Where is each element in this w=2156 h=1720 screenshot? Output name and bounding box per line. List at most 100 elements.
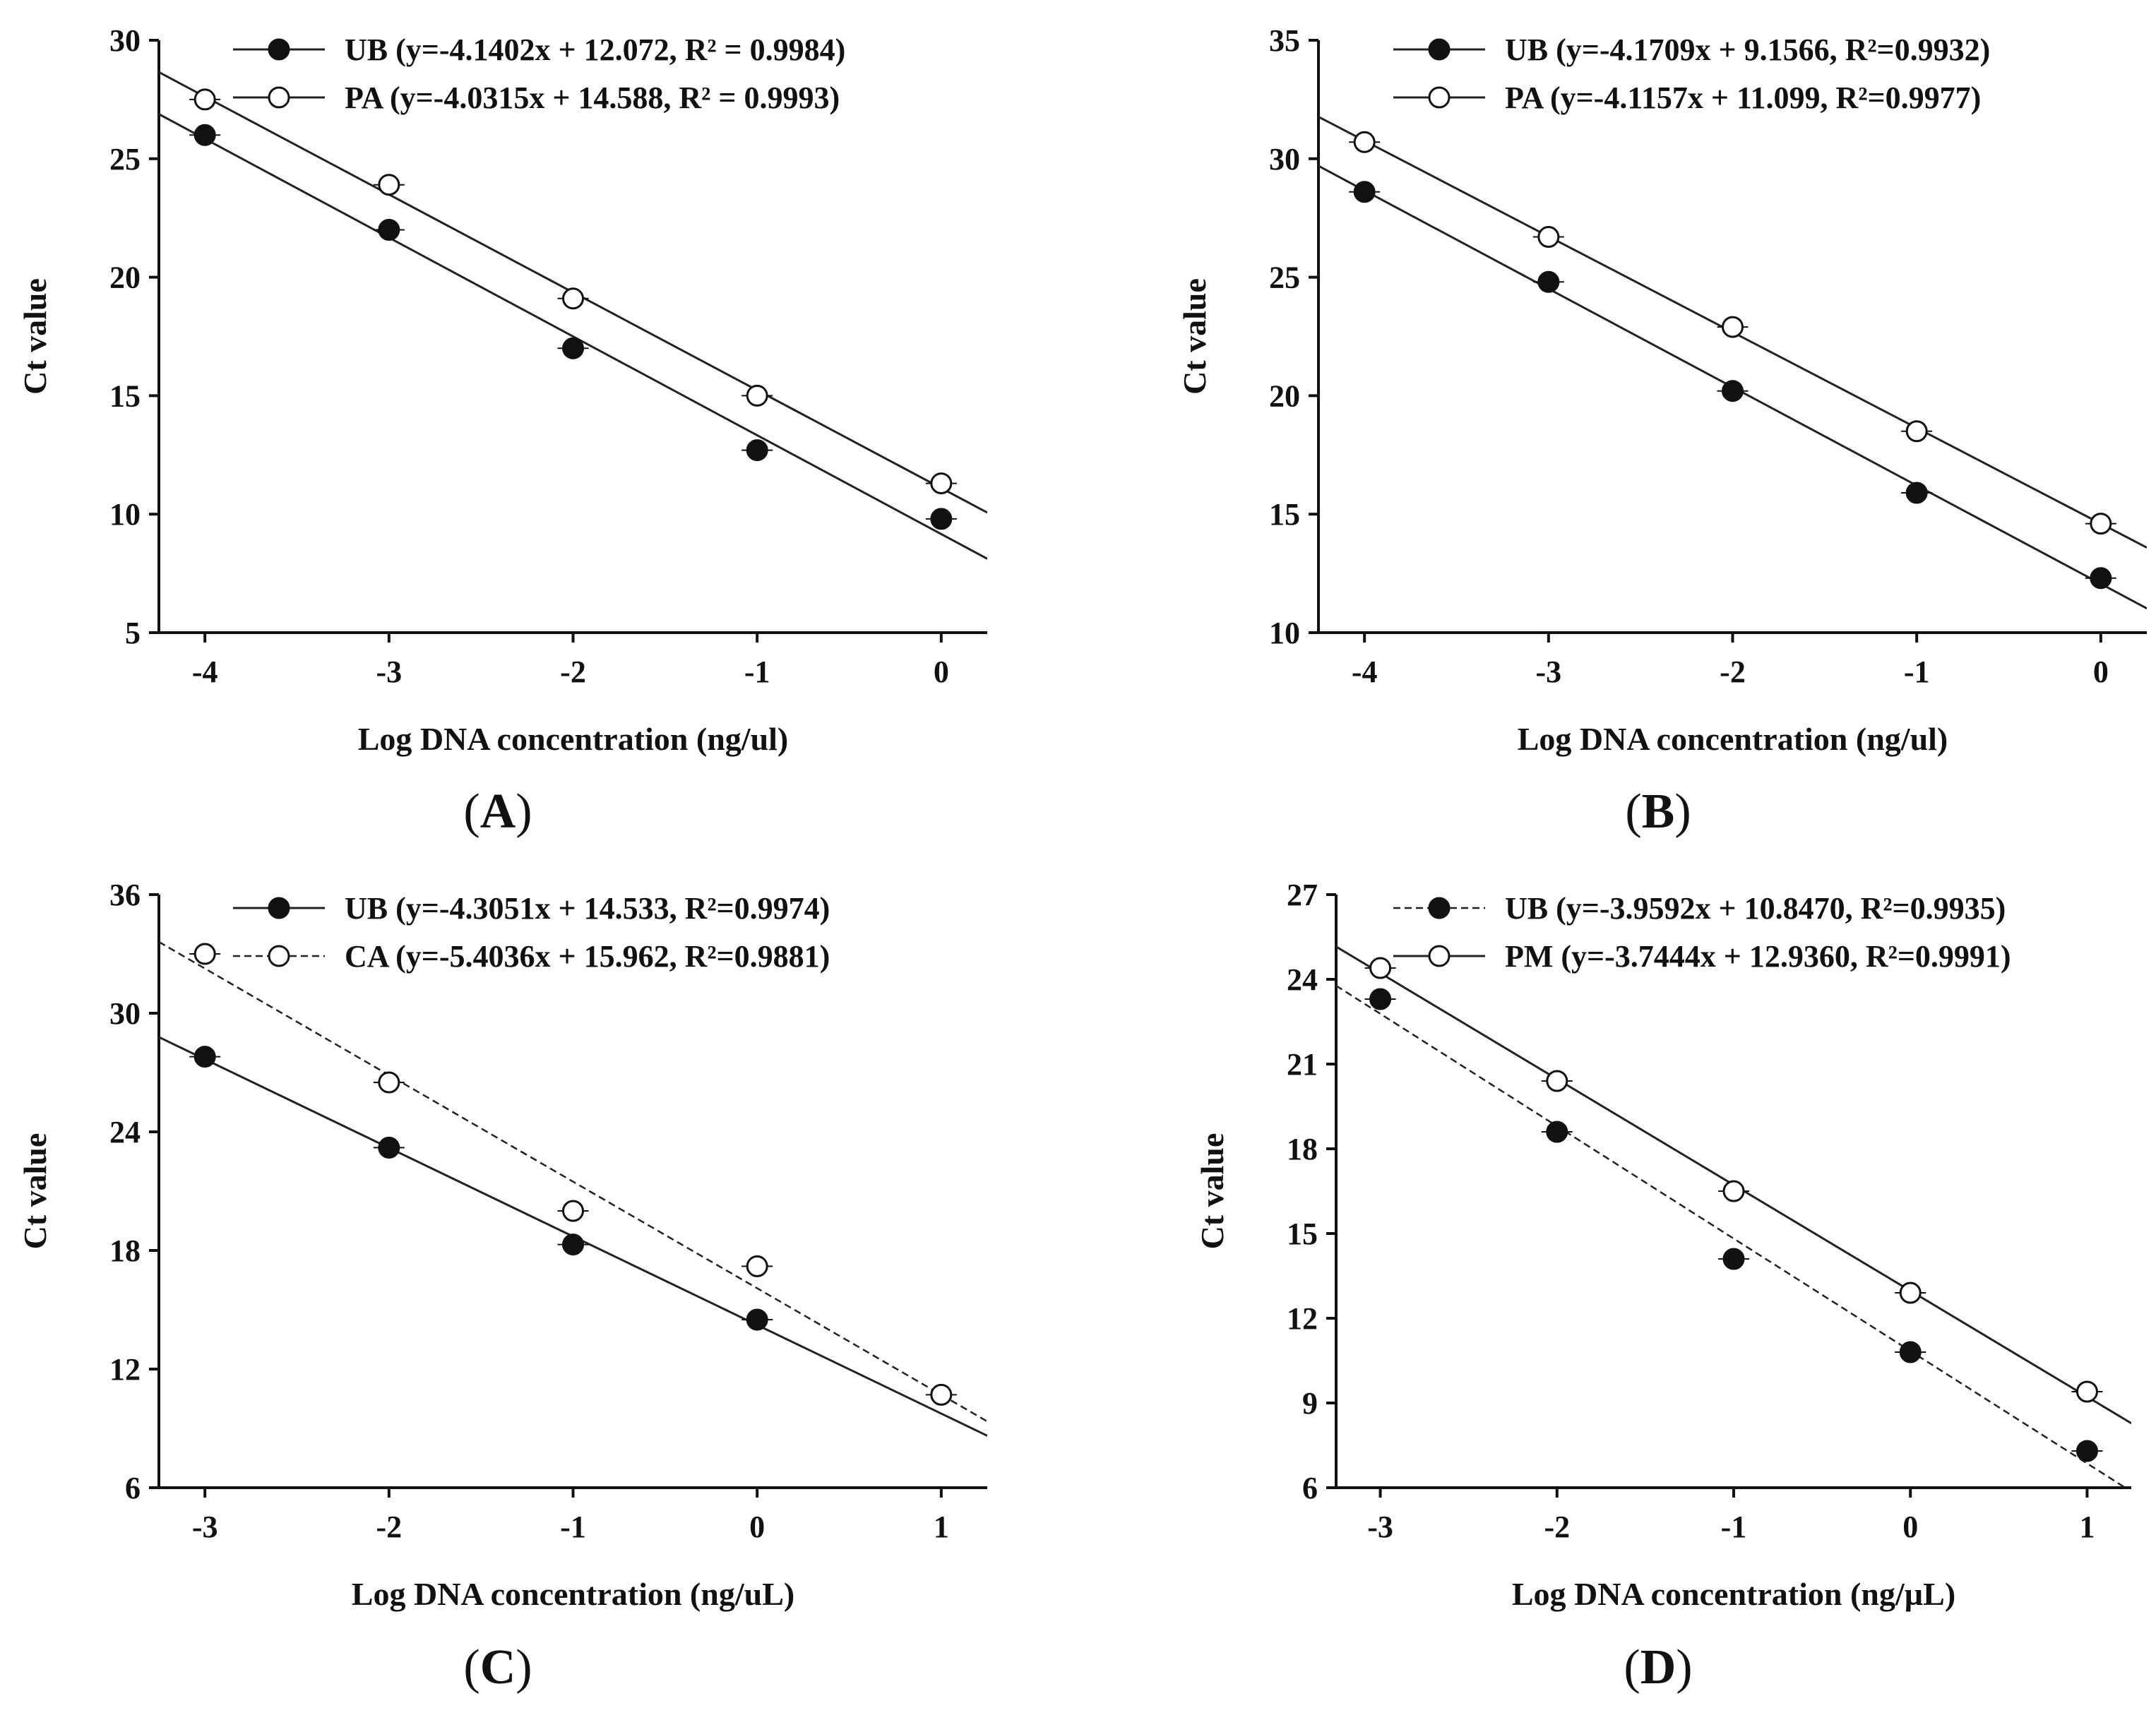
legend-marker-ub: [268, 897, 290, 919]
y-axis-title: Ct value: [17, 1133, 53, 1250]
y-tick-label: 15: [1269, 497, 1300, 532]
y-tick-label: 30: [1269, 142, 1300, 177]
panel-b: 10 15 20 25 30 35 -4 -3 -2 -1 0 Log DNA concentrati…: [1177, 23, 2147, 839]
y-tick-label: 9: [1302, 1386, 1318, 1421]
data-point-pa: [1722, 316, 1744, 338]
data-point-pa: [378, 174, 400, 196]
y-tick-label: 18: [1287, 1132, 1318, 1166]
data-point-pa: [562, 287, 584, 310]
panel-label-close-paren: ): [516, 1640, 532, 1695]
data-point-ub: [1546, 1121, 1568, 1143]
y-tick-label: 24: [1287, 962, 1318, 997]
panel-label-letter: D: [1640, 1640, 1676, 1695]
legend-entry-pm: PM (y=-3.7444x + 12.9360, R²=0.9991): [1505, 939, 2011, 974]
x-axis-title: Log DNA concentration (ng/uL): [352, 1576, 794, 1612]
y-axis-title: Ct value: [1194, 1133, 1230, 1250]
data-point-ca: [562, 1200, 584, 1222]
panel-label-close-paren: ): [516, 784, 532, 839]
legend-marker-pm: [1428, 945, 1451, 967]
x-tick-label: -3: [1536, 655, 1562, 689]
y-tick-label: 27: [1287, 878, 1318, 912]
y-tick-label: 35: [1269, 23, 1300, 58]
data-point-ub: [562, 1234, 584, 1256]
panel-label: (A): [463, 784, 532, 839]
legend-entry-ub: UB (y=-3.9592x + 10.8470, R²=0.9935): [1505, 891, 2006, 926]
data-point-ca: [193, 943, 216, 965]
x-tick-label: -2: [560, 655, 586, 689]
data-point-pa: [2090, 513, 2112, 535]
legend-marker-ub: [1428, 38, 1451, 61]
y-tick-label: 20: [109, 261, 141, 295]
y-tick-label: 20: [1269, 378, 1300, 413]
x-tick-label: -1: [744, 655, 770, 689]
x-tick-label: -2: [1544, 1510, 1570, 1544]
y-tick-label: 6: [1302, 1471, 1318, 1505]
data-point-ub: [2075, 1440, 2098, 1462]
y-tick-label: 21: [1287, 1047, 1318, 1082]
data-point-pa: [1905, 420, 1928, 443]
legend-marker-pa: [1428, 86, 1451, 109]
panel-label: (C): [463, 1640, 532, 1695]
data-point-pa: [1537, 226, 1560, 249]
data-point-pm: [1546, 1070, 1568, 1092]
panel-label: (D): [1624, 1640, 1692, 1695]
y-tick-label: 15: [109, 378, 141, 413]
y-tick-label: 5: [125, 616, 141, 650]
panel-label-close-paren: ): [1674, 784, 1691, 839]
y-tick-label: 25: [109, 142, 141, 177]
y-axis-title: Ct value: [17, 278, 53, 395]
data-point-pa: [746, 384, 768, 407]
data-point-pm: [1369, 957, 1392, 979]
x-tick-label: -3: [376, 655, 403, 689]
data-point-ub: [746, 1308, 768, 1331]
fit-line-ub: [1336, 984, 2127, 1488]
data-point-pm: [2075, 1380, 2098, 1403]
data-point-ub: [1722, 380, 1744, 402]
panel-a: 5 10 15 20 25 30 -4 -3 -2 -1 0 Log DNA concentratio…: [17, 23, 987, 839]
y-tick-label: 24: [109, 1115, 141, 1149]
panel-c: 6 12 18 24 30 36 -3 -2 -1 0 1 Log DNA concentration…: [17, 878, 987, 1695]
y-tick-label: 12: [1287, 1301, 1318, 1336]
panel-label-letter: A: [480, 784, 516, 839]
data-point-ub: [930, 508, 953, 530]
data-point-ub: [378, 1136, 400, 1159]
data-point-ub: [1537, 270, 1560, 293]
x-tick-label: -4: [192, 655, 218, 689]
x-tick-label: -3: [1367, 1510, 1393, 1544]
x-tick-label: -2: [1720, 655, 1746, 689]
data-point-ub: [378, 218, 400, 241]
legend-entry-ub: UB (y=-4.3051x + 14.533, R²=0.9974): [345, 891, 830, 926]
x-tick-label: -1: [560, 1510, 586, 1544]
x-tick-label: 0: [749, 1510, 765, 1544]
panel-label-open-paren: (: [463, 1640, 480, 1695]
panel-d: 6 9 12 15 18 21 24 27 -3 -2 -1 0 1 Log DNA concentrat…: [1194, 878, 2131, 1695]
x-axis-title: Log DNA concentration (ng/ul): [358, 721, 789, 757]
fit-line-ca: [159, 940, 987, 1423]
x-tick-label: 0: [934, 655, 949, 689]
x-tick-label: -2: [376, 1510, 403, 1544]
fit-line-ub: [159, 113, 987, 560]
panel-label: (B): [1625, 784, 1691, 839]
legend-marker-ub: [1428, 897, 1451, 919]
panel-label-close-paren: ): [1676, 1640, 1692, 1695]
data-point-ub: [193, 1046, 216, 1068]
x-tick-label: -3: [192, 1510, 218, 1544]
data-point-pm: [1899, 1282, 1922, 1304]
data-point-pa: [1353, 131, 1376, 153]
y-tick-label: 12: [109, 1352, 141, 1387]
data-point-ub: [562, 337, 584, 359]
legend-marker-pa: [268, 86, 290, 109]
panel-label-open-paren: (: [1624, 1640, 1640, 1695]
data-point-ca: [746, 1255, 768, 1277]
y-tick-label: 15: [1287, 1217, 1318, 1251]
panel-label-open-paren: (: [1625, 784, 1641, 839]
y-tick-label: 30: [109, 996, 141, 1031]
data-point-ub: [746, 439, 768, 462]
data-point-ub: [1722, 1248, 1745, 1270]
legend-entry-ca: CA (y=-5.4036x + 15.962, R²=0.9881): [345, 939, 830, 974]
legend-entry-ub: UB (y=-4.1709x + 9.1566, R²=0.9932): [1505, 32, 1990, 67]
x-axis-title: Log DNA concentration (ng/µL): [1512, 1576, 1955, 1612]
x-tick-label: 1: [934, 1510, 949, 1544]
x-tick-label: 0: [1902, 1510, 1918, 1544]
